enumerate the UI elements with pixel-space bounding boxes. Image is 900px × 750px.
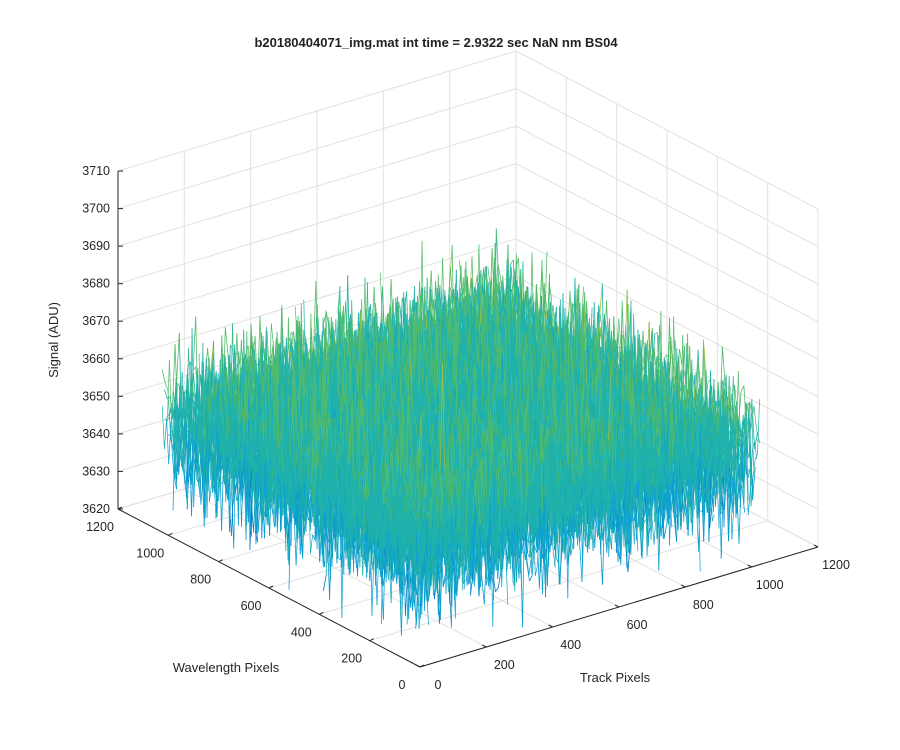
floor-grid-line — [369, 520, 768, 642]
side-wall-grid-line — [515, 238, 819, 398]
surface-segment — [224, 327, 229, 357]
back-wall-grid-line — [117, 88, 517, 210]
surface-segment — [183, 387, 187, 398]
surface-segment — [183, 462, 187, 499]
side-wall-grid-line — [515, 50, 819, 210]
surface-segment — [194, 420, 199, 444]
back-wall-grid-line — [117, 238, 517, 360]
surface-segment — [161, 369, 166, 384]
back-wall-grid-line — [117, 163, 517, 285]
surface-segment — [269, 344, 274, 368]
surface-segment — [171, 344, 176, 412]
surface-segment — [407, 315, 412, 324]
surface-segment — [255, 362, 260, 367]
surface-segment — [164, 389, 168, 400]
surface-segment — [203, 459, 207, 513]
surface-segment — [170, 431, 175, 474]
surface-segment — [510, 259, 514, 265]
back-wall-grid-line — [117, 200, 517, 322]
surface-segment — [166, 412, 170, 419]
side-wall-grid-line — [515, 163, 819, 323]
surface-segment — [290, 332, 295, 336]
side-wall-grid-line — [515, 88, 819, 248]
surface-segment — [495, 228, 500, 290]
surface-segment — [176, 333, 180, 387]
plot-title: b20180404071_img.mat int time = 2.9322 s… — [254, 35, 618, 50]
surface-segment — [210, 340, 214, 371]
side-wall-grid-line — [515, 200, 819, 360]
surface-segment — [164, 382, 169, 391]
surface-segment — [497, 263, 502, 280]
surface-mesh — [161, 228, 760, 636]
side-wall-grid-line — [515, 125, 819, 285]
back-wall-grid-line — [117, 50, 517, 172]
surface-segment — [192, 316, 197, 376]
back-wall-grid-line — [117, 125, 517, 247]
